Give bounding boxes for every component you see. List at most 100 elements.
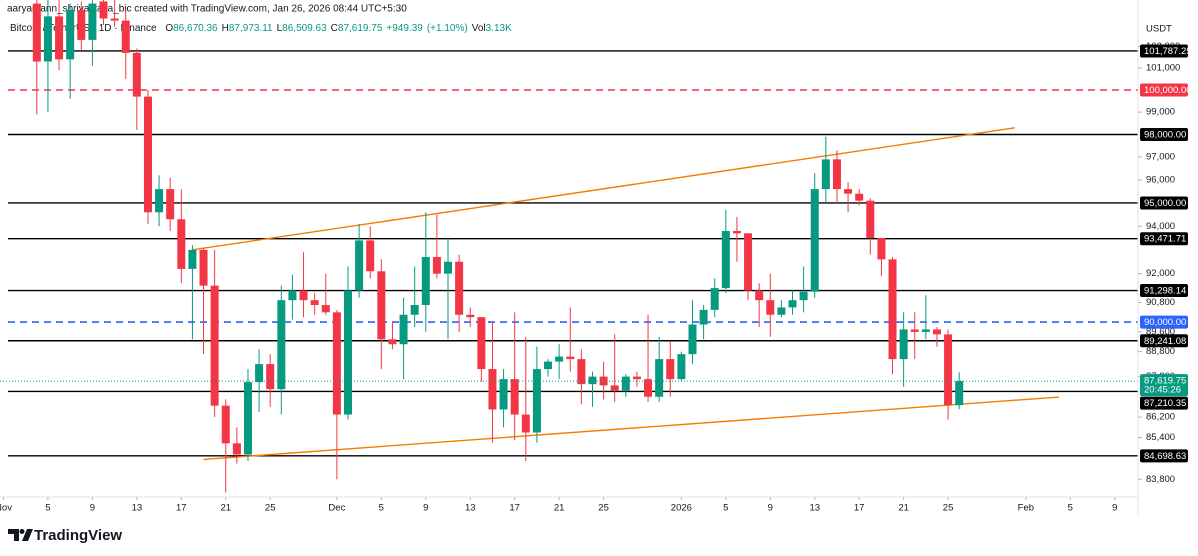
candle-body <box>677 354 686 380</box>
candle-body <box>77 9 86 40</box>
legend-prefix: C <box>331 23 338 34</box>
candle-body <box>777 307 786 315</box>
x-tick-label: 25 <box>943 503 954 514</box>
price-label: 95,000.00 <box>1144 198 1186 209</box>
candle-body <box>832 159 841 190</box>
candle-body <box>532 369 541 433</box>
y-tick-label: 92,000 <box>1146 268 1175 279</box>
candle-body <box>932 329 941 335</box>
candle-body <box>444 261 453 274</box>
candle-body <box>32 3 41 62</box>
candle-body <box>466 314 475 318</box>
candle-body <box>621 376 630 391</box>
candle-body <box>899 329 908 360</box>
x-tick-label: Nov <box>0 503 12 514</box>
price-label-box <box>1140 44 1188 58</box>
legend-prefix: Vol <box>472 23 486 34</box>
y-tick-label: 97,000 <box>1146 152 1175 163</box>
candle-body <box>43 16 52 62</box>
x-tick-label: Feb <box>1018 503 1034 514</box>
candle-body <box>288 290 297 301</box>
y-tick-label: 83,800 <box>1146 474 1175 485</box>
x-tick-label: Dec <box>328 503 345 514</box>
price-label-box <box>1140 334 1188 348</box>
candle-body <box>877 238 886 260</box>
brand-name: TradingView <box>34 527 122 544</box>
candle-body <box>566 356 575 360</box>
candle-body <box>544 361 553 370</box>
countdown: 20:45:26 <box>1144 385 1181 396</box>
candle-body <box>177 219 186 269</box>
candle-body <box>310 300 319 306</box>
candle-body <box>377 271 386 340</box>
candle-body <box>510 379 519 415</box>
legend-value: 87,973.11 <box>229 23 273 34</box>
trendline <box>203 396 1060 461</box>
candle-body <box>688 324 697 355</box>
candle-body <box>921 329 930 332</box>
candle-body <box>432 256 441 274</box>
candle-body <box>710 288 719 310</box>
candle-body <box>744 233 753 291</box>
price-label: 91,298.14 <box>1144 286 1186 297</box>
candle-body <box>799 291 808 301</box>
x-tick-label: 5 <box>379 503 384 514</box>
price-label: 89,241.08 <box>1144 336 1186 347</box>
candle-body <box>699 309 708 325</box>
logo-icon <box>8 529 33 541</box>
x-tick-label: 5 <box>723 503 728 514</box>
candle-body <box>299 290 308 301</box>
y-tick-label: 96,000 <box>1146 174 1175 185</box>
candle-body <box>166 189 175 220</box>
x-tick-label: 13 <box>465 503 476 514</box>
x-tick-label: 21 <box>554 503 565 514</box>
y-tick-label: 88,800 <box>1146 346 1175 357</box>
candle-body <box>666 359 675 380</box>
candle-body <box>721 230 730 289</box>
x-tick-label: 2026 <box>671 503 692 514</box>
price-label: 101,787.25 <box>1144 46 1192 57</box>
candle-body <box>644 379 653 397</box>
price-label-box <box>1140 449 1188 463</box>
candle-body <box>366 240 375 272</box>
last-price-box <box>1140 374 1188 397</box>
branding: TradingView <box>8 527 122 544</box>
legend-value: 86,509.63 <box>282 23 327 34</box>
x-tick-label: 9 <box>768 503 773 514</box>
candle-body <box>243 382 252 455</box>
x-tick-label: 17 <box>176 503 187 514</box>
candle-body <box>66 9 75 60</box>
candle-body <box>610 385 619 391</box>
legend-value: +949.39 <box>386 23 423 34</box>
x-tick-label: 25 <box>265 503 276 514</box>
legend-prefix: H <box>222 23 229 34</box>
price-label: 98,000.00 <box>1144 130 1186 141</box>
candle-body <box>910 329 919 332</box>
price-label-box <box>1140 83 1188 97</box>
legend-line: Bitcoin / TetherUS · 1D · Binance O86,67… <box>10 23 512 34</box>
candle-body <box>132 52 141 97</box>
candle-body <box>277 300 286 390</box>
last-price-label: 87,619.75 <box>1144 376 1186 387</box>
candle-body <box>655 359 664 397</box>
candle-body <box>99 1 108 19</box>
candle-body <box>844 189 853 194</box>
candle-body <box>221 405 230 444</box>
x-tick-label: 21 <box>898 503 909 514</box>
candle-body <box>121 20 130 53</box>
price-label-box <box>1140 127 1188 141</box>
candle-body <box>944 334 953 406</box>
y-tick-label: 94,000 <box>1146 221 1175 232</box>
candle-body <box>488 369 497 410</box>
candle-body <box>555 356 564 362</box>
candle-body <box>477 317 486 370</box>
legend-prefix: L <box>277 23 283 34</box>
trendline <box>192 127 1015 251</box>
candle-body <box>888 259 897 360</box>
x-tick-label: 5 <box>1068 503 1073 514</box>
legend-prefix: O <box>165 23 173 34</box>
price-label-box <box>1140 396 1188 410</box>
price-label: 87,210.35 <box>1144 398 1186 409</box>
price-label: 93,471.71 <box>1144 234 1186 245</box>
